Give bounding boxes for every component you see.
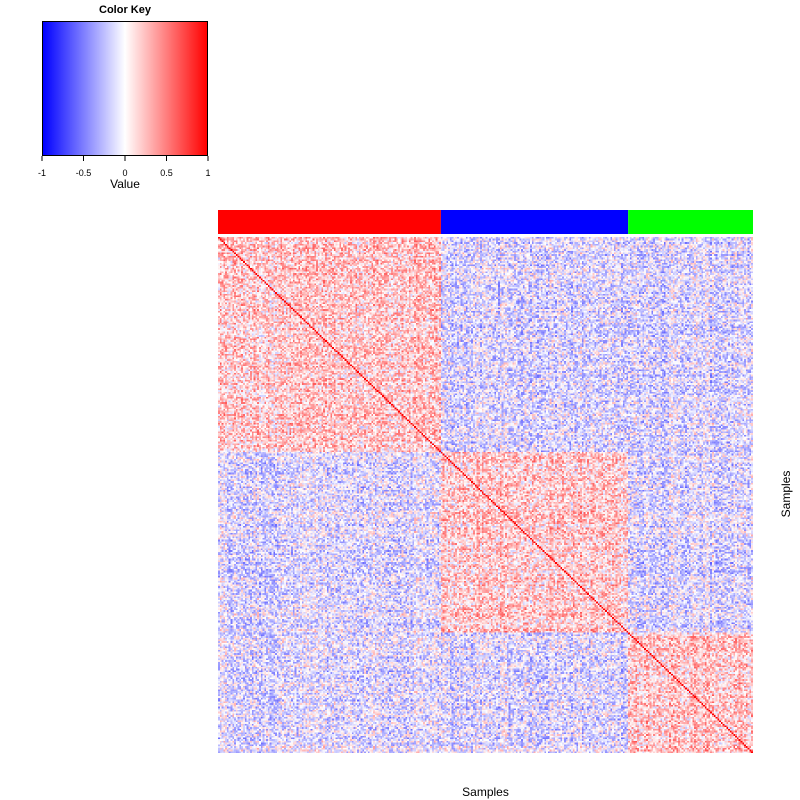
group-color-bar [218, 210, 753, 234]
color-key-xlabel: Value [110, 177, 140, 191]
group-bar-0 [218, 210, 441, 234]
color-key-tick-label: -0.5 [76, 168, 92, 178]
color-key-tick-label: 1 [205, 168, 210, 178]
color-key-tick-label: 0.5 [160, 168, 173, 178]
color-key-axis: -1 -0.5 0 0.5 1 [38, 156, 211, 178]
color-key-title: Color Key [99, 4, 151, 16]
group-bar-2 [628, 210, 753, 234]
color-key-gradient [42, 21, 208, 156]
y-axis-label: Samples [779, 470, 793, 518]
group-bar-1 [440, 210, 629, 234]
color-key-tick-label: -1 [38, 168, 46, 178]
x-axis-label: Samples [462, 785, 509, 799]
color-key-tick-label: 0 [122, 168, 127, 178]
correlation-heatmap [218, 237, 753, 753]
